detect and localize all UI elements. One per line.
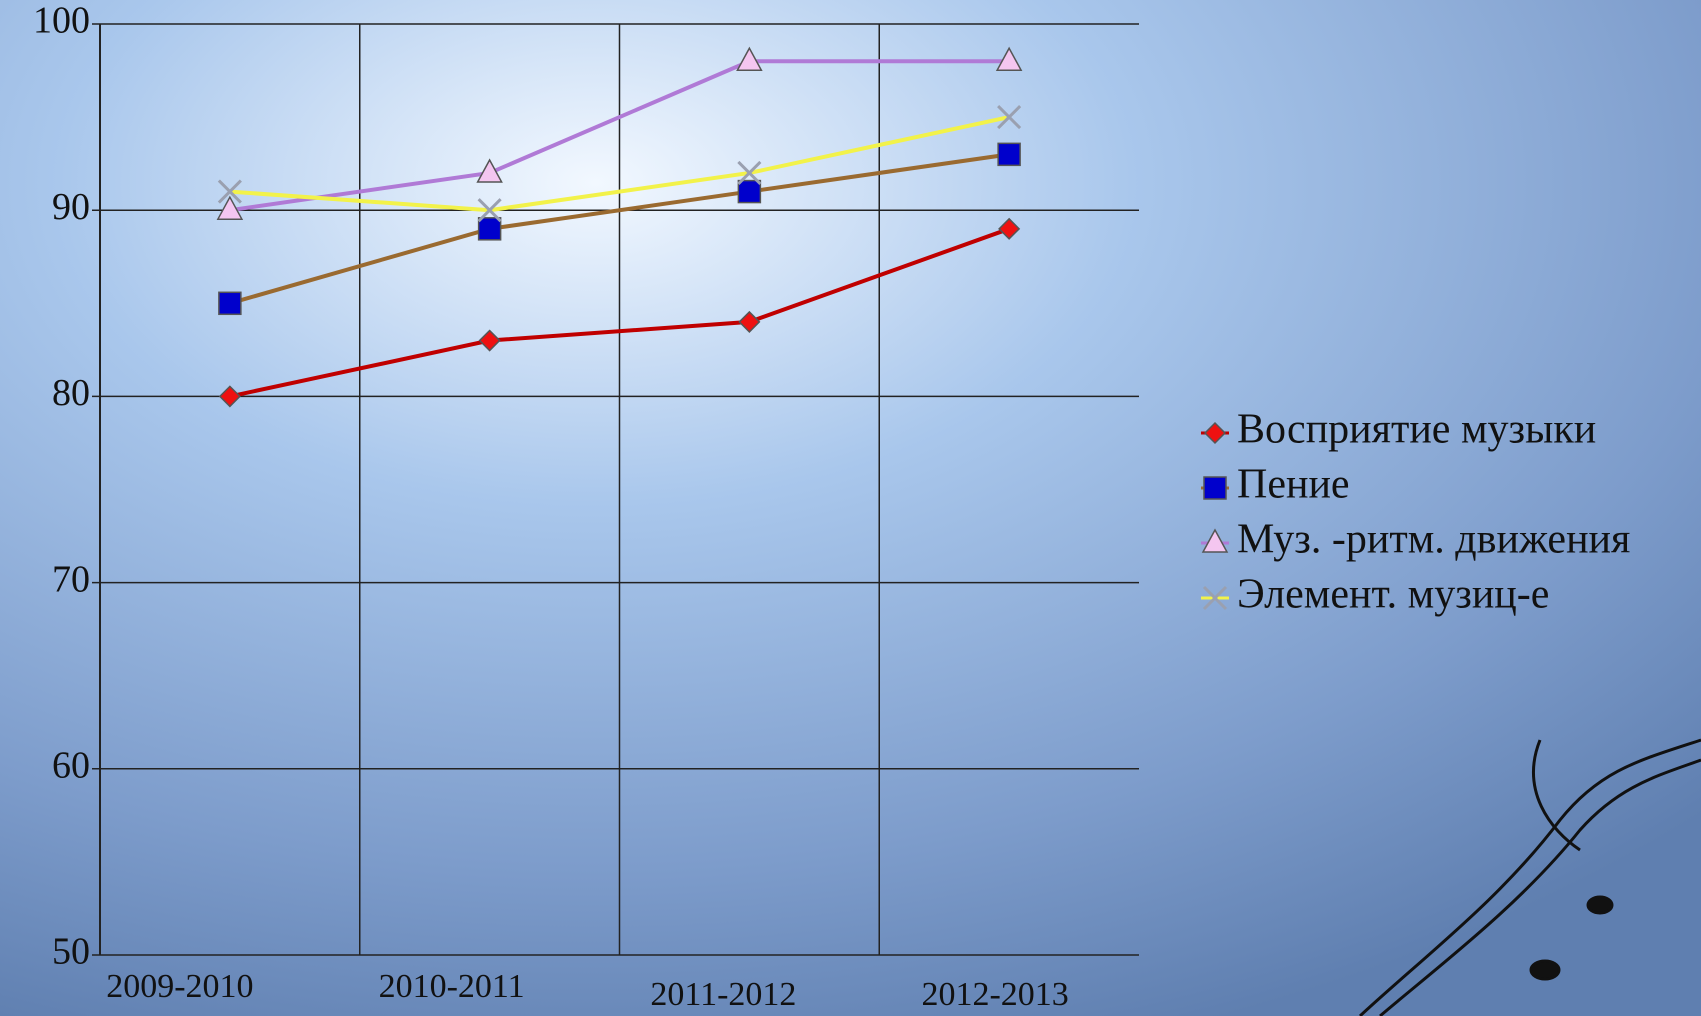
x-tick-label: 2012-2013 — [921, 976, 1068, 1013]
page: 50 60 70 80 90 100 2009-2010 2010-2011 2011-2012… — [0, 0, 1701, 1016]
marker — [479, 218, 501, 240]
legend-marker — [1204, 477, 1226, 499]
legend-label: Пение — [1237, 462, 1350, 508]
y-tick-label: 70 — [52, 558, 90, 600]
legend-label: Восприятие музыки — [1237, 407, 1596, 453]
y-tick-label: 80 — [52, 372, 90, 414]
y-tick-label: 90 — [52, 186, 90, 228]
marker — [219, 292, 241, 314]
marker — [998, 143, 1020, 165]
y-tick-label: 100 — [33, 0, 90, 42]
legend-label: Муз. -ритм. движения — [1237, 517, 1630, 563]
y-tick-label: 50 — [52, 931, 90, 973]
chart: 50 60 70 80 90 100 2009-2010 2010-2011 2011-2012… — [0, 0, 1701, 1016]
legend-label: Элемент. музиц-е — [1237, 572, 1549, 618]
x-tick-label: 2010-2011 — [379, 968, 525, 1005]
marker — [738, 181, 760, 203]
y-tick-label: 60 — [52, 745, 90, 787]
x-tick-label: 2011-2012 — [650, 976, 796, 1013]
x-tick-label: 2009-2010 — [106, 968, 253, 1005]
